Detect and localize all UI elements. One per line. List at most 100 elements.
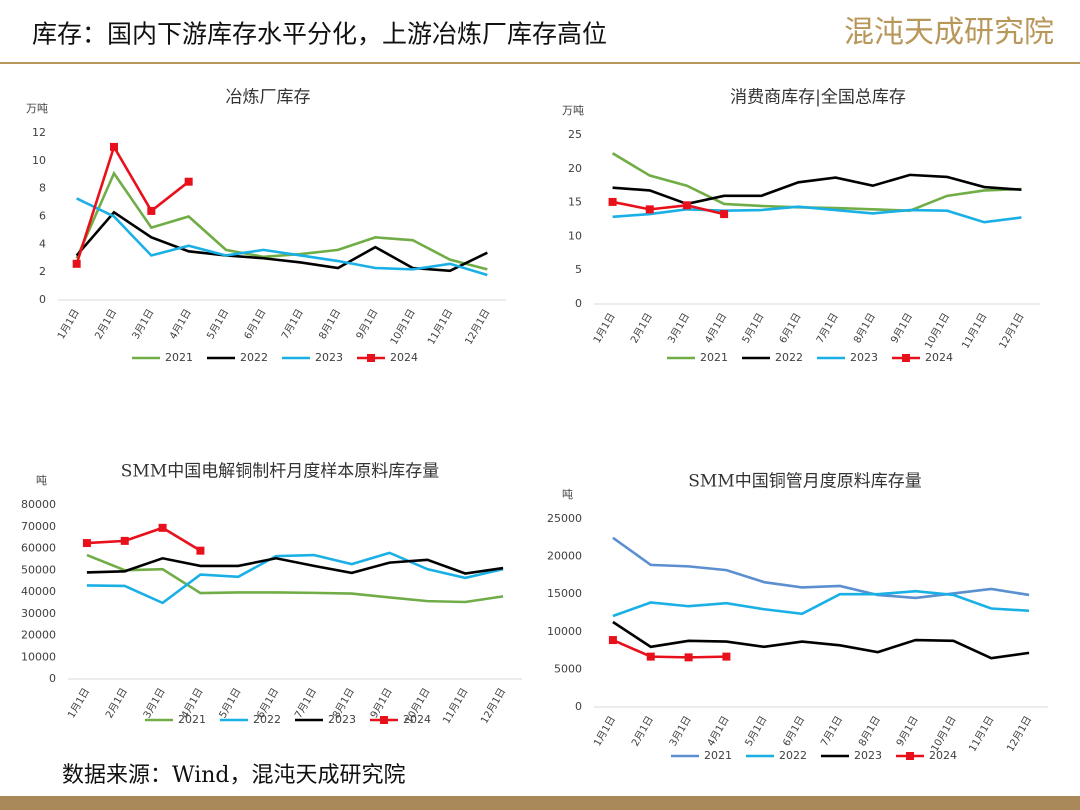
- y-tick-label: 25: [568, 128, 582, 141]
- y-tick-label: 20000: [21, 629, 56, 642]
- x-tick-label: 7月1日: [292, 686, 319, 720]
- legend-label: 2024: [925, 351, 953, 364]
- x-tick-label: 10月1日: [388, 307, 418, 347]
- x-tick-label: 2月1日: [628, 311, 655, 345]
- y-tick-label: 10: [568, 229, 582, 242]
- series-line: [76, 197, 488, 277]
- legend-marker: [902, 354, 910, 362]
- x-tick-label: 12月1日: [463, 307, 493, 347]
- y-tick-label: 15: [568, 196, 582, 209]
- legend-label: 2021: [700, 351, 728, 364]
- series-line: [612, 200, 725, 216]
- x-tick-label: 1月1日: [65, 686, 92, 720]
- y-tick-label: 70000: [21, 520, 56, 533]
- x-tick-label: 6月1日: [777, 311, 804, 345]
- legend-label: 2023: [315, 351, 343, 364]
- series-line: [612, 638, 727, 659]
- series-line: [612, 205, 1022, 224]
- x-tick-label: 7月1日: [279, 307, 306, 341]
- legend-marker: [380, 716, 388, 724]
- legend-label: 2022: [240, 351, 268, 364]
- y-tick-label: 80000: [21, 498, 56, 511]
- x-tick-label: 10月1日: [929, 714, 959, 754]
- x-tick-label: 10月1日: [922, 311, 952, 351]
- x-tick-label: 5月1日: [204, 307, 231, 341]
- legend-label: 2023: [854, 749, 882, 762]
- series-line: [86, 551, 504, 605]
- x-tick-label: 1月1日: [55, 307, 82, 341]
- legend-label: 2021: [704, 749, 732, 762]
- point-marker: [684, 653, 693, 662]
- x-tick-label: 9月1日: [888, 311, 915, 345]
- chart-title: 冶炼厂库存: [226, 88, 311, 108]
- x-tick-label: 4月1日: [705, 714, 732, 748]
- point-marker: [120, 536, 129, 545]
- chart-title: SMM中国电解铜制杆月度样本原料库存量: [121, 462, 439, 482]
- x-tick-label: 3月1日: [141, 686, 168, 720]
- x-tick-label: 6月1日: [781, 714, 808, 748]
- x-tick-label: 11月1日: [967, 714, 997, 754]
- x-tick-label: 5月1日: [217, 686, 244, 720]
- legend-label: 2024: [929, 749, 957, 762]
- x-tick-label: 11月1日: [441, 686, 471, 726]
- x-tick-label: 12月1日: [478, 686, 508, 726]
- y-tick-label: 0: [575, 297, 582, 310]
- y-tick-label: 6: [39, 210, 46, 223]
- x-tick-label: 7月1日: [814, 311, 841, 345]
- legend-label: 2023: [328, 713, 356, 726]
- y-tick-label: 40000: [21, 585, 56, 598]
- legend-label: 2024: [390, 351, 418, 364]
- point-marker: [196, 546, 205, 555]
- logo: 混沌天成研究院: [844, 15, 1054, 50]
- y-axis-unit: 吨: [36, 474, 47, 487]
- x-tick-label: 3月1日: [130, 307, 157, 341]
- point-marker: [158, 523, 167, 532]
- legend-label: 2022: [253, 713, 281, 726]
- legend-label: 2023: [850, 351, 878, 364]
- y-tick-label: 50000: [21, 563, 56, 576]
- slide-title: 库存：国内下游库存水平分化，上游冶炼厂库存高位: [32, 20, 607, 49]
- x-tick-label: 12月1日: [997, 311, 1027, 351]
- y-tick-label: 8: [39, 182, 46, 195]
- x-tick-label: 8月1日: [851, 311, 878, 345]
- point-marker: [147, 206, 156, 215]
- x-tick-label: 7月1日: [818, 714, 845, 748]
- x-tick-label: 9月1日: [368, 686, 395, 720]
- x-tick-label: 8月1日: [856, 714, 883, 748]
- x-tick-label: 2月1日: [629, 714, 656, 748]
- point-marker: [645, 205, 654, 214]
- x-tick-label: 2月1日: [103, 686, 130, 720]
- y-tick-label: 0: [49, 672, 56, 685]
- footer-bar: [0, 796, 1080, 810]
- series-line: [86, 526, 202, 552]
- point-marker: [722, 652, 731, 661]
- series-line: [86, 553, 504, 604]
- x-tick-label: 11月1日: [425, 307, 455, 347]
- x-tick-label: 5月1日: [743, 714, 770, 748]
- series-line: [611, 152, 1022, 213]
- legend-label: 2021: [165, 351, 193, 364]
- point-marker: [608, 197, 617, 206]
- source-note: 数据来源：Wind，混沌天成研究院: [62, 763, 406, 788]
- point-marker: [110, 142, 118, 151]
- y-tick-label: 4: [39, 237, 46, 250]
- y-tick-label: 5: [575, 263, 582, 276]
- y-tick-label: 12: [32, 126, 46, 139]
- chart-title: 消费商库存|全国总库存: [730, 88, 906, 108]
- x-tick-label: 5月1日: [740, 311, 767, 345]
- x-tick-label: 6月1日: [242, 307, 269, 341]
- x-tick-label: 4月1日: [703, 311, 730, 345]
- x-tick-label: 9月1日: [354, 307, 381, 341]
- series-line: [612, 620, 1030, 660]
- point-marker: [720, 210, 729, 219]
- y-tick-label: 10000: [21, 650, 56, 663]
- y-tick-label: 5000: [554, 662, 582, 675]
- point-marker: [184, 177, 193, 186]
- x-tick-label: 2月1日: [92, 307, 119, 341]
- point-marker: [646, 652, 655, 661]
- legend-label: 2022: [779, 749, 807, 762]
- x-tick-label: 3月1日: [665, 311, 692, 345]
- series-line: [612, 536, 1030, 600]
- y-tick-label: 30000: [21, 607, 56, 620]
